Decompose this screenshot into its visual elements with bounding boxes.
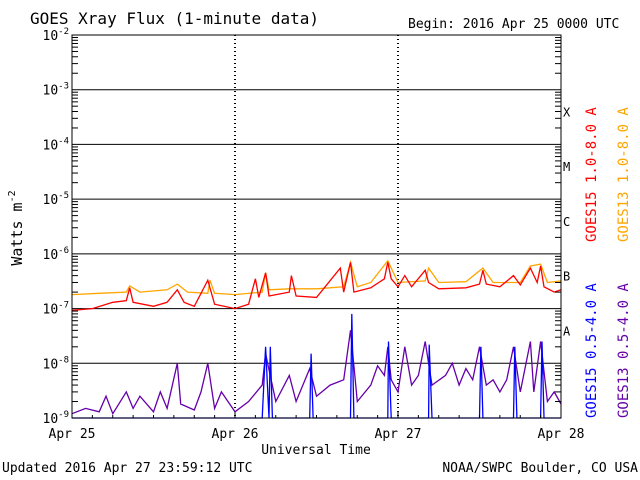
legend-entry: GOES13 0.5-4.0 A xyxy=(616,283,632,418)
y-axis-label-group: Watts m-2 xyxy=(7,190,26,265)
x-tick-label: Apr 26 xyxy=(212,427,259,442)
chart-title: GOES Xray Flux (1-minute data) xyxy=(30,9,319,28)
y-tick-label: 10-2 xyxy=(43,27,70,44)
y-tick-exp: -6 xyxy=(58,246,69,256)
legend-entry: GOES13 1.0-8.0 A xyxy=(616,107,632,242)
y-tick-base: 10 xyxy=(43,193,59,208)
y-tick-label: 10-6 xyxy=(43,246,70,263)
updated-timestamp: Updated 2016 Apr 27 23:59:12 UTC xyxy=(2,461,252,476)
y-tick-base: 10 xyxy=(43,412,59,427)
legend-label: GOES15 0.5-4.0 A xyxy=(584,283,600,418)
y-tick-exp: -9 xyxy=(58,410,69,420)
legend-label: GOES15 1.0-8.0 A xyxy=(584,107,600,242)
y-tick-exp: -5 xyxy=(58,191,69,201)
x-tick-label: Apr 25 xyxy=(49,427,96,442)
plot-frame xyxy=(71,34,562,419)
legend-entry: GOES15 0.5-4.0 A xyxy=(584,283,600,418)
y-tick-base: 10 xyxy=(43,138,59,153)
y-axis-label: Watts m-2 xyxy=(7,190,26,265)
y-tick-exp: -2 xyxy=(58,27,69,37)
y-tick-base: 10 xyxy=(43,248,59,263)
legend-entry: GOES15 1.0-8.0 A xyxy=(584,107,600,242)
y-tick-base: 10 xyxy=(43,357,59,372)
y-tick-label: 10-3 xyxy=(43,82,70,99)
flare-class-label: C xyxy=(563,215,570,229)
grid xyxy=(72,35,561,418)
x-tick-label: Apr 28 xyxy=(538,427,585,442)
legend-label: GOES13 0.5-4.0 A xyxy=(616,283,632,418)
legend: GOES15 1.0-8.0 A GOES13 1.0-8.0 A GOES15 0… xyxy=(584,107,632,418)
credit-label: NOAA/SWPC Boulder, CO USA xyxy=(442,461,638,476)
y-tick-label: 10-8 xyxy=(43,355,70,372)
begin-label: Begin: 2016 Apr 25 0000 UTC xyxy=(408,17,619,32)
legend-label: GOES13 1.0-8.0 A xyxy=(616,107,632,242)
y-tick-exp: -8 xyxy=(58,355,69,365)
flare-class-label: X xyxy=(563,105,571,119)
flare-class-label: B xyxy=(563,270,570,284)
x-axis-label: Universal Time xyxy=(261,443,371,458)
y-axis-label-text: Watts m xyxy=(8,202,26,265)
series-line-goes13-0-5-4-0-a xyxy=(71,330,562,416)
y-axis-label-sup: -2 xyxy=(7,190,18,202)
series-line-goes15-0-5-4-0-a xyxy=(72,313,561,419)
flare-class-label: M xyxy=(563,160,570,174)
y-tick-exp: -3 xyxy=(58,82,69,92)
y-tick-base: 10 xyxy=(43,29,59,44)
y-tick-exp: -4 xyxy=(58,136,69,146)
flare-class-label: A xyxy=(563,324,571,338)
y-tick-base: 10 xyxy=(43,84,59,99)
y-tick-base: 10 xyxy=(43,303,59,318)
y-tick-label: 10-4 xyxy=(43,136,70,153)
y-tick-exp: -7 xyxy=(58,301,69,311)
y-tick-label: 10-7 xyxy=(43,301,70,318)
series-layer xyxy=(71,259,562,419)
y-tick-label: 10-9 xyxy=(43,410,70,427)
series-line-goes13-1-0-8-0-a xyxy=(71,259,562,296)
x-tick-label: Apr 27 xyxy=(375,427,422,442)
y-tick-label: 10-5 xyxy=(43,191,70,208)
series-line-goes15-1-0-8-0-a xyxy=(71,262,562,311)
